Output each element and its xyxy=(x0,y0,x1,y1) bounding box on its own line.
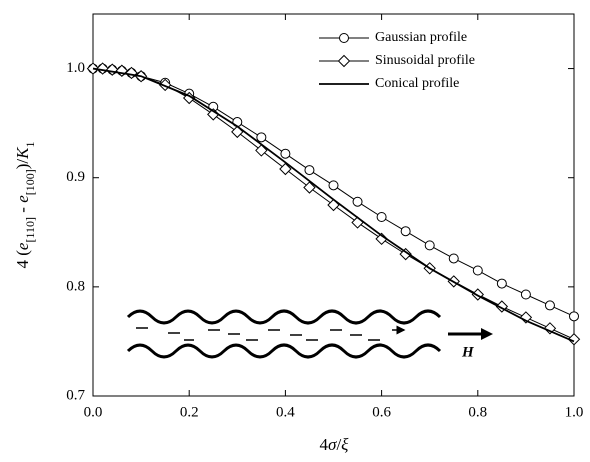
y-label-part: [110] xyxy=(23,217,37,243)
y-label-part: )/ xyxy=(13,159,32,170)
y-tick-label: 0.9 xyxy=(66,169,85,185)
x-tick-label: 0.8 xyxy=(468,404,487,420)
y-label-part: 4 ( xyxy=(13,250,32,269)
wave-top xyxy=(126,309,442,325)
x-tick-label: 0.6 xyxy=(372,404,391,420)
point xyxy=(280,148,291,159)
point xyxy=(303,181,316,194)
point xyxy=(328,180,339,191)
point xyxy=(106,63,119,76)
y-tick-label: 0.7 xyxy=(66,387,85,403)
point xyxy=(255,144,268,157)
point xyxy=(86,62,100,75)
point xyxy=(327,198,340,212)
x-label-part: ξ xyxy=(341,435,349,454)
y-tick-label: 0.8 xyxy=(66,278,85,294)
point xyxy=(567,333,581,346)
legend-label: Sinusoidal profile xyxy=(375,53,475,68)
point xyxy=(115,64,129,77)
point xyxy=(376,212,387,223)
series-line xyxy=(92,67,575,343)
y-label-part: e xyxy=(13,242,32,250)
inset-label: H xyxy=(461,344,475,360)
point xyxy=(495,300,509,313)
point xyxy=(125,66,138,80)
y-label-part: [100] xyxy=(23,169,37,195)
point xyxy=(399,247,412,261)
legend-marker xyxy=(339,33,349,43)
y-label-part: 1 xyxy=(23,142,37,148)
point xyxy=(496,278,507,289)
legend-label: Gaussian profile xyxy=(375,30,467,45)
x-label-part: 4 xyxy=(320,435,329,454)
spin-arrows xyxy=(136,328,404,341)
plot-frame xyxy=(92,13,575,397)
x-tick-label: 0.0 xyxy=(84,404,103,420)
x-axis-label: 4σ/ξ xyxy=(320,435,350,454)
x-label-part: σ xyxy=(328,435,337,454)
point xyxy=(352,196,363,207)
point xyxy=(424,240,435,251)
point xyxy=(520,289,531,300)
point xyxy=(448,253,459,264)
point xyxy=(279,162,292,176)
y-label-part: - xyxy=(13,203,32,217)
point xyxy=(400,226,411,237)
point xyxy=(472,265,483,276)
x-tick-label: 0.2 xyxy=(180,404,199,420)
inset-diagram xyxy=(126,309,493,359)
x-tick-label: 0.4 xyxy=(276,404,295,420)
legend-label: Conical profile xyxy=(375,76,459,91)
point xyxy=(158,78,172,92)
y-label-part: K xyxy=(13,146,32,160)
wave-bottom xyxy=(126,343,442,359)
point xyxy=(231,125,244,139)
x-label-part: / xyxy=(336,435,341,454)
x-tick-label: 1.0 xyxy=(565,404,584,420)
legend-marker xyxy=(337,54,351,68)
point xyxy=(544,300,555,311)
y-label-part: e xyxy=(13,195,32,203)
point xyxy=(304,165,315,176)
point xyxy=(96,62,109,75)
point xyxy=(543,322,557,335)
y-tick-label: 1.0 xyxy=(66,60,85,76)
point xyxy=(569,311,579,322)
point xyxy=(256,132,267,143)
y-axis-label: 4 (e[110] - e[100])/K1 xyxy=(13,142,37,269)
